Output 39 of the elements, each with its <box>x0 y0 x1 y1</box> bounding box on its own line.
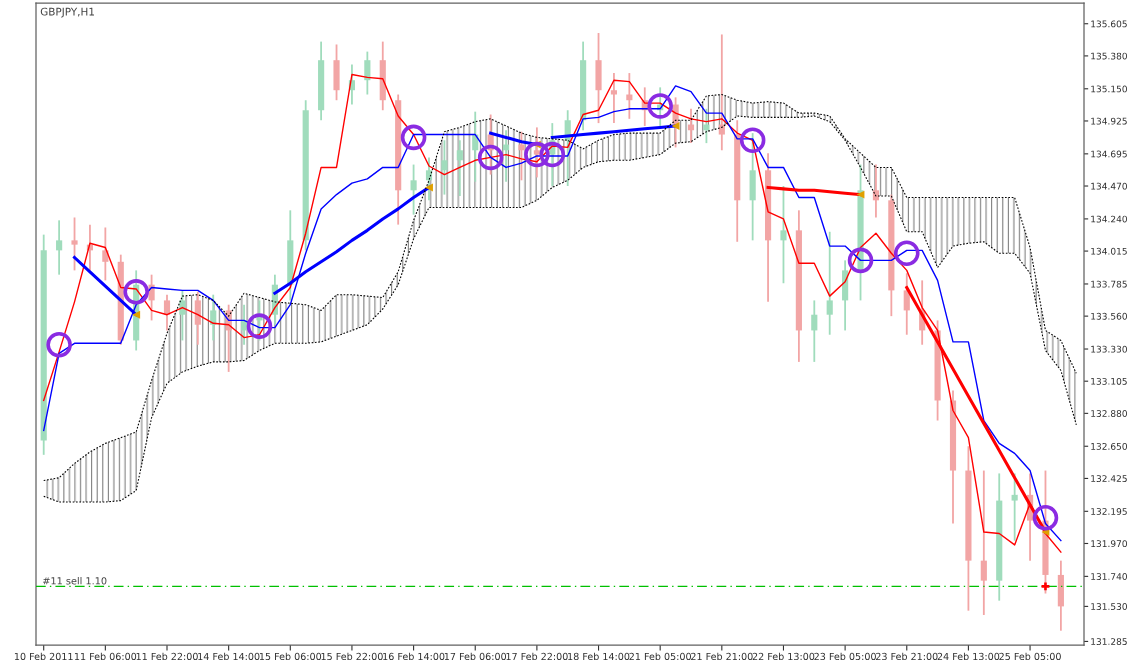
y-tick-label: 135.150 <box>1091 85 1127 93</box>
x-tick-label: 15 Feb 06:00 <box>259 652 322 661</box>
y-tick-label: 134.925 <box>1091 117 1127 125</box>
y-tick-label: 132.880 <box>1091 410 1127 417</box>
y-tick-label: 134.695 <box>1091 150 1127 158</box>
y-tick-label: 133.105 <box>1091 377 1127 385</box>
y-tick-label: 131.285 <box>1091 638 1127 645</box>
y-tick-label: 132.195 <box>1091 508 1127 515</box>
y-tick-label: 135.605 <box>1091 20 1127 28</box>
chart-title: GBPJPY,H1 <box>40 7 94 18</box>
x-tick-label: 21 Feb 21:00 <box>691 652 753 661</box>
x-tick-label: 10 Feb 2011 <box>14 652 73 661</box>
x-tick-label: 15 Feb 22:00 <box>321 652 383 661</box>
ref-line-label: #11 sell 1.10 <box>43 576 107 585</box>
x-tick-label: 23 Feb 05:00 <box>814 652 876 661</box>
x-tick-label: 11 Feb 06:00 <box>74 652 137 661</box>
x-tick-label: 18 Feb 14:00 <box>568 652 630 661</box>
y-tick-label: 135.380 <box>1091 52 1127 60</box>
x-tick-label: 16 Feb 14:00 <box>383 652 445 661</box>
x-tick-label: 21 Feb 05:00 <box>629 652 691 661</box>
y-tick-label: 133.785 <box>1091 280 1127 288</box>
x-tick-label: 11 Feb 22:00 <box>136 652 198 661</box>
y-tick-label: 132.425 <box>1091 475 1127 482</box>
x-tick-label: 17 Feb 06:00 <box>444 652 507 661</box>
x-tick-label: 23 Feb 21:00 <box>876 652 938 661</box>
x-tick-label: 25 Feb 05:00 <box>999 652 1061 661</box>
y-tick-label: 134.470 <box>1091 182 1127 190</box>
x-tick-label: 24 Feb 13:00 <box>937 652 1000 661</box>
y-tick-label: 134.015 <box>1091 247 1127 255</box>
y-tick-label: 133.330 <box>1091 345 1127 353</box>
x-tick-label: 22 Feb 13:00 <box>752 652 815 661</box>
x-tick-label: 14 Feb 14:00 <box>198 652 260 661</box>
y-tick-label: 131.530 <box>1091 603 1127 610</box>
y-tick-label: 132.650 <box>1091 442 1127 450</box>
y-tick-label: 131.970 <box>1091 540 1127 548</box>
x-tick-label: 17 Feb 22:00 <box>506 652 568 661</box>
y-tick-label: 133.560 <box>1091 312 1127 320</box>
y-tick-label: 134.240 <box>1091 215 1127 223</box>
y-tick-label: 131.740 <box>1091 573 1127 580</box>
